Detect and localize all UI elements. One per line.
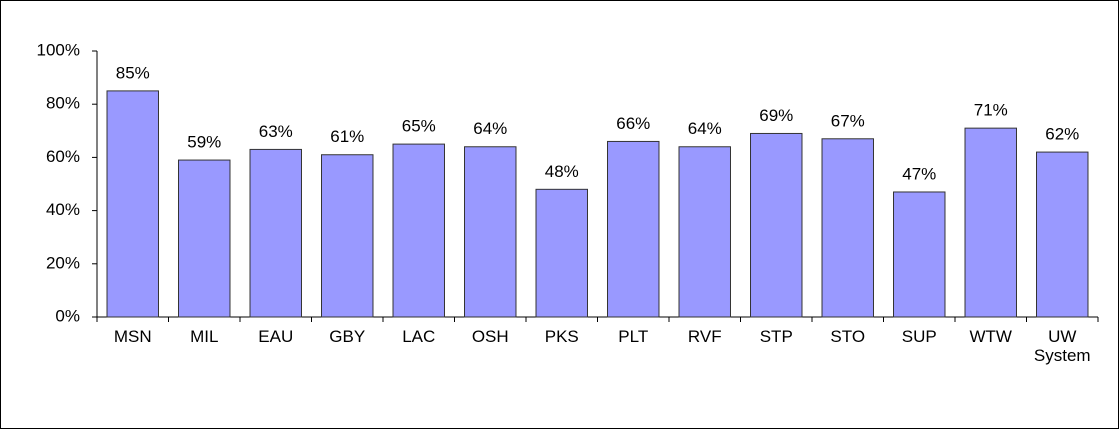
y-tick-label: 20% [46, 253, 80, 272]
x-tick-label: PKS [544, 327, 579, 346]
bar [178, 159, 231, 318]
value-label: 66% [616, 114, 650, 133]
bar [249, 148, 302, 318]
y-tick-label: 60% [46, 147, 80, 166]
value-label: 67% [831, 111, 865, 130]
value-label: 64% [473, 119, 507, 138]
value-label: 69% [759, 106, 793, 125]
x-tick-label: STP [759, 327, 793, 346]
bar [106, 90, 159, 318]
bar [464, 146, 517, 318]
bar [1036, 151, 1089, 318]
x-tick-label: STO [830, 327, 866, 346]
bar [607, 140, 660, 318]
value-label: 65% [402, 117, 436, 136]
y-tick-label: 80% [46, 94, 80, 113]
value-label: 61% [330, 127, 364, 146]
bar [392, 143, 445, 318]
bar [893, 191, 946, 318]
x-tick-label: PLT [618, 327, 649, 346]
value-label: 48% [545, 162, 579, 181]
bar [678, 146, 731, 318]
value-label: 71% [974, 101, 1008, 120]
value-label: 85% [116, 63, 150, 82]
x-tick-label: SUP [901, 327, 937, 346]
x-tick-label: MSN [113, 327, 152, 346]
bar [964, 127, 1017, 318]
bar [821, 138, 874, 318]
value-label: 62% [1045, 125, 1079, 144]
x-tick-label: OSH [471, 327, 509, 346]
value-label: 47% [902, 164, 936, 183]
x-tick-label: LAC [402, 327, 436, 346]
y-tick-label: 100% [37, 40, 80, 59]
x-tick-label: WTW [969, 327, 1012, 346]
x-tick-label: GBY [329, 327, 366, 346]
bar [750, 132, 803, 318]
value-label: 59% [187, 133, 221, 152]
bar [321, 154, 374, 318]
x-tick-label: EAU [258, 327, 294, 346]
x-tick-label: MIL [190, 327, 219, 346]
x-tick-label: UW System [1033, 327, 1091, 365]
value-label: 63% [259, 122, 293, 141]
y-tick-label: 0% [55, 306, 80, 325]
bar [535, 188, 588, 318]
x-tick-label: RVF [687, 327, 722, 346]
y-tick-label: 40% [46, 200, 80, 219]
value-label: 64% [688, 119, 722, 138]
